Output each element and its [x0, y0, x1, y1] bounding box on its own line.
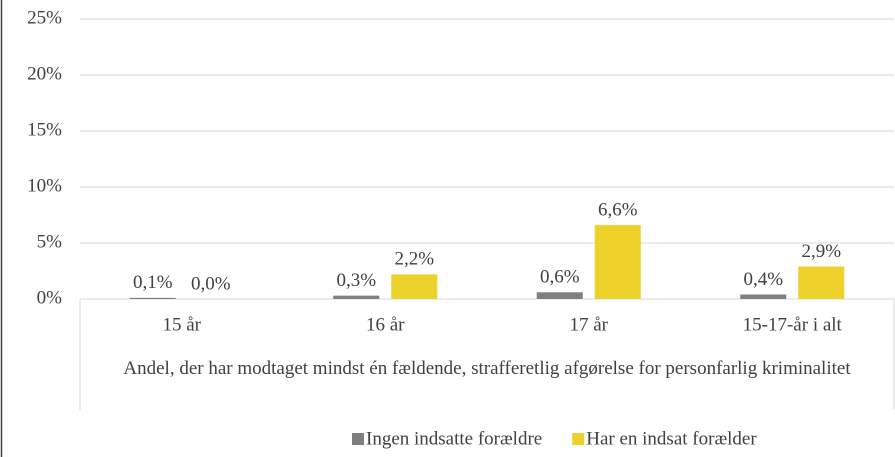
bar — [594, 225, 641, 299]
value-label: 2,9% — [801, 241, 841, 262]
y-tick-label: 0% — [37, 287, 63, 308]
y-tick-label: 20% — [27, 63, 62, 84]
value-label: 2,2% — [394, 249, 434, 270]
bar — [798, 266, 845, 299]
value-label: 0,6% — [540, 267, 580, 288]
bar — [391, 274, 438, 299]
legend-label: Har en indsat forælder — [586, 428, 757, 449]
y-tick-label: 5% — [37, 231, 63, 252]
x-tick-label: 17 år — [569, 314, 608, 335]
value-label: 0,0% — [191, 273, 231, 294]
bar — [129, 297, 176, 299]
x-tick-label: 15-17-år i alt — [743, 314, 843, 335]
x-tick-label: 15 år — [162, 314, 201, 335]
legend-swatch — [352, 433, 364, 445]
value-label: 0,1% — [133, 272, 173, 293]
y-tick-label: 10% — [27, 175, 62, 196]
legend-swatch — [572, 433, 585, 445]
y-tick-label: 15% — [27, 119, 62, 140]
value-label: 0,4% — [743, 269, 783, 290]
x-axis-title: Andel, der har modtaget mindst én fælden… — [123, 358, 851, 379]
x-tick-label: 16 år — [366, 314, 405, 335]
bar — [536, 292, 583, 299]
bar — [740, 294, 787, 299]
value-label: 6,6% — [598, 199, 638, 220]
value-label: 0,3% — [336, 270, 376, 291]
legend-label: Ingen indsatte forældre — [366, 428, 542, 449]
y-tick-label: 25% — [27, 7, 62, 28]
bar — [333, 295, 380, 299]
